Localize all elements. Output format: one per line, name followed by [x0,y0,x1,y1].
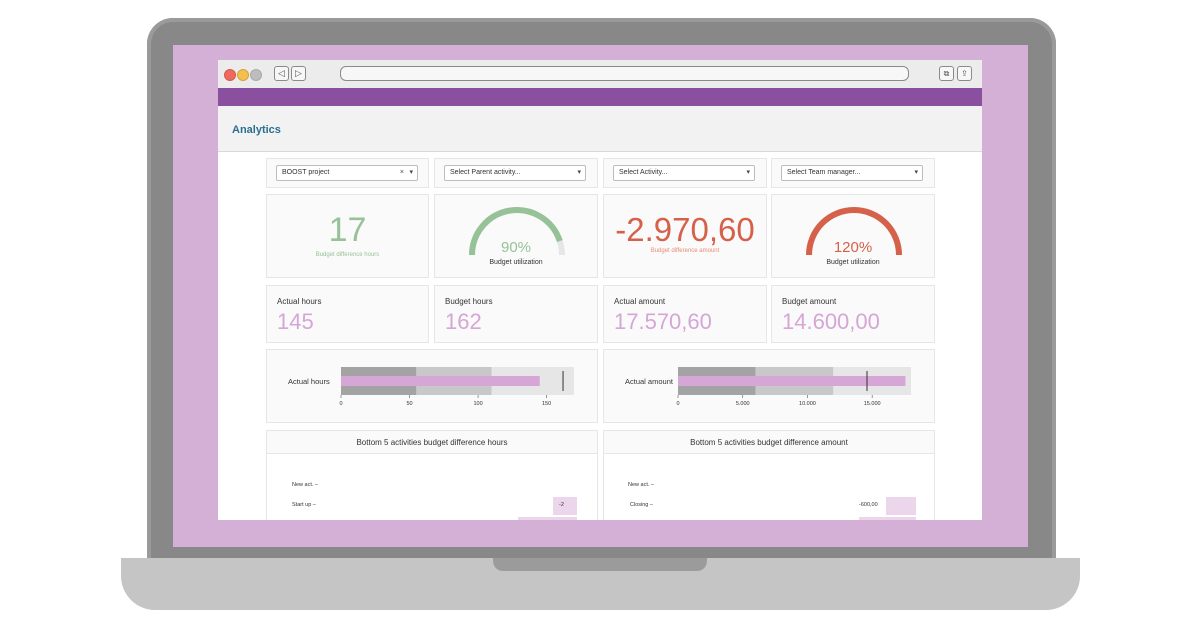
tick-label: 100 [473,401,482,407]
tick-label: 5.000 [736,401,750,407]
bottom-hours-chart-panel: Bottom 5 activities budget difference ho… [266,430,598,520]
page-header: Analytics [218,106,982,152]
bullet-label: Actual hours [288,377,330,386]
tick-label: 0 [676,401,679,407]
chevron-left-icon: ◁ [278,68,285,78]
chart-header: Bottom 5 activities budget difference ho… [267,431,597,454]
kpi-value: 17.570,60 [614,309,712,334]
share-button[interactable]: ⇪ [957,66,972,81]
minimize-window-button[interactable] [237,69,249,81]
row-label: Closing – [630,502,653,508]
bar [859,517,916,520]
actual-bar [341,376,540,386]
row-label: New act. – [628,482,654,488]
kpi-card: Budget hours 162 [434,285,598,343]
kpi-label: Actual hours [277,297,322,306]
hours-utilization-gauge [469,207,565,256]
actual-hours-bullet-panel: Actual hours 0 50 100 150 [266,349,598,423]
actual-amount-bullet-panel: Actual amount 0 5.000 10.000 15.000 [603,349,935,423]
tick-label: 50 [406,401,412,407]
activity-select[interactable]: Select Activity... ▾ [613,165,755,181]
kpi-value: 145 [277,309,314,334]
hours-difference-label: Budget difference hours [315,252,380,258]
bottom-amount-chart-panel: Bottom 5 activities budget difference am… [603,430,935,520]
kpi-card: Actual hours 145 [266,285,429,343]
chevron-down-icon: ▾ [577,169,581,176]
filter-panel: Select Team manager... ▾ [771,158,935,188]
chevron-down-icon: ▾ [746,169,750,176]
tick-label: 15.000 [864,401,881,407]
select-value: BOOST project [282,169,330,176]
actual-bar [678,376,906,386]
bar-value: -600,00 [859,502,878,508]
parent-activity-select[interactable]: Select Parent activity... ▾ [444,165,586,181]
kpi-label: Budget hours [445,297,493,306]
address-bar[interactable] [340,66,909,81]
clear-icon[interactable]: × [399,169,404,176]
project-select[interactable]: BOOST project × ▾ [276,165,418,181]
hours-difference-value: 17 [328,211,367,249]
tabs-icon: ⧉ [943,69,950,78]
bar [553,497,577,515]
actual-amount-bullet-chart: 0 5.000 10.000 15.000 [676,367,911,407]
close-window-button[interactable] [224,69,236,81]
gauge-fill [806,207,902,256]
amount-utilization-gauge [806,207,902,256]
tick-label: 10.000 [799,401,816,407]
bar [886,497,916,515]
hours-utilization-value: 90% [500,239,532,256]
filter-panel: Select Parent activity... ▾ [434,158,598,188]
kpi-label: Budget amount [782,297,837,306]
amount-difference-panel: -2.970,60 Budget difference amount [603,194,767,278]
chevron-down-icon: ▾ [914,169,918,176]
row-label: New act. – [292,482,318,488]
maximize-window-button[interactable] [250,69,262,81]
select-placeholder: Select Parent activity... [450,169,521,176]
amount-utilization-label: Budget utilization [826,259,880,266]
hours-utilization-label: Budget utilization [489,259,543,266]
row-label: Start up – [292,502,316,508]
app-topbar [218,88,982,106]
amount-utilization-panel: 120% Budget utilization [771,194,935,278]
chevron-down-icon: ▾ [409,169,413,176]
kpi-card: Budget amount 14.600,00 [771,285,935,343]
filter-panel: BOOST project × ▾ [266,158,429,188]
gauge-fill [469,207,563,256]
select-placeholder: Select Team manager... [787,169,861,176]
tick-label: 0 [339,401,342,407]
tabs-button[interactable]: ⧉ [939,66,954,81]
laptop-notch [493,558,707,571]
chart-title: Bottom 5 activities budget difference am… [690,438,848,447]
kpi-label: Actual amount [614,297,666,306]
forward-button[interactable]: ▷ [291,66,306,81]
hours-difference-panel: 17 Budget difference hours [266,194,429,278]
filter-panel: Select Activity... ▾ [603,158,767,188]
bullet-label: Actual amount [625,377,673,386]
tick-label: 150 [542,401,551,407]
amount-utilization-value: 120% [833,239,873,256]
kpi-value: 14.600,00 [782,309,880,334]
back-button[interactable]: ◁ [274,66,289,81]
select-placeholder: Select Activity... [619,169,668,176]
browser-window: ◁ ▷ ⧉ ⇪ Analytics BOOST project × ▾ Sele… [218,60,982,520]
kpi-value: 162 [445,309,482,334]
page-title: Analytics [232,124,281,136]
hours-utilization-panel: 90% Budget utilization [434,194,598,278]
actual-hours-bullet-chart: 0 50 100 150 [339,367,574,407]
kpi-card: Actual amount 17.570,60 [603,285,767,343]
team-manager-select[interactable]: Select Team manager... ▾ [781,165,923,181]
chart-header: Bottom 5 activities budget difference am… [604,431,934,454]
chevron-right-icon: ▷ [295,68,302,78]
chart-title: Bottom 5 activities budget difference ho… [356,438,508,447]
amount-difference-label: Budget difference amount [650,248,720,254]
bar [518,517,577,520]
amount-difference-value: -2.970,60 [615,211,755,248]
share-icon: ⇪ [961,69,968,78]
browser-titlebar: ◁ ▷ ⧉ ⇪ [218,60,982,89]
bar-value: -2 [559,502,564,508]
